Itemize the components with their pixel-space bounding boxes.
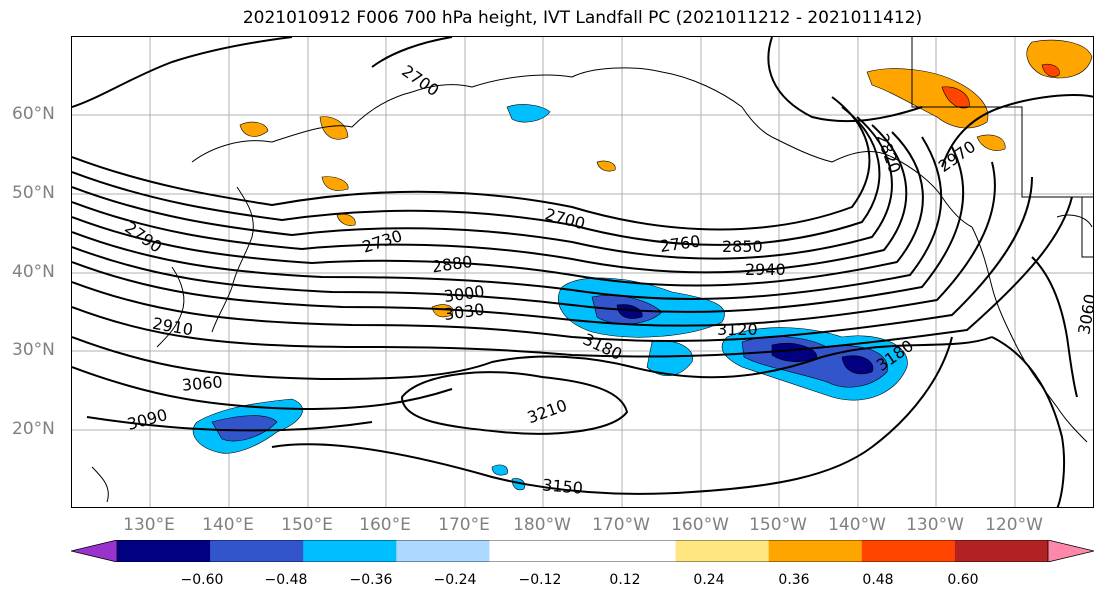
contour-label-2850: 2850 xyxy=(722,237,763,256)
colorbar-cell xyxy=(861,540,956,562)
lon-label-160e: 160°E xyxy=(359,515,411,535)
colorbar-cell xyxy=(117,540,211,562)
colorbar-tick: 0.48 xyxy=(862,572,894,588)
lon-label-120w: 120°W xyxy=(985,515,1043,535)
lat-label-50n: 50°N xyxy=(12,183,55,203)
lon-label-160w: 160°W xyxy=(671,515,729,535)
lon-label-150w: 150°W xyxy=(749,515,807,535)
contour-label-2940: 2940 xyxy=(745,260,786,279)
contour-label-2820: 2820 xyxy=(873,131,905,176)
map-panel: 2700 2730 2700 2760 2790 2820 2850 2880 … xyxy=(71,36,1094,508)
colorbar-tick: 0.24 xyxy=(693,572,725,588)
colorbar xyxy=(71,540,1094,562)
lat-label-30n: 30°N xyxy=(12,340,55,360)
colorbar-tick: −0.60 xyxy=(180,572,224,588)
lon-label-150e: 150°E xyxy=(281,515,333,535)
colorbar-cell xyxy=(210,540,304,562)
colorbar-tick: 0.12 xyxy=(609,572,641,588)
height-contours xyxy=(72,37,1093,507)
map-canvas: 2700 2730 2700 2760 2790 2820 2850 2880 … xyxy=(72,37,1094,507)
contour-label-2760: 2760 xyxy=(659,232,702,256)
colorbar-tick: −0.48 xyxy=(264,572,308,588)
colorbar-extend-max xyxy=(1047,540,1094,562)
lon-label-180w: 180°W xyxy=(513,515,571,535)
lat-label-20n: 20°N xyxy=(12,419,55,439)
lon-label-130w: 130°W xyxy=(906,515,964,535)
colorbar-tick: −0.36 xyxy=(349,572,393,588)
colorbar-tick: 0.60 xyxy=(947,572,979,588)
contour-label-2730: 2730 xyxy=(360,226,405,257)
lon-label-130e: 130°E xyxy=(123,515,175,535)
colorbar-cells xyxy=(71,540,1094,562)
ivt-shading xyxy=(192,39,1093,491)
lon-label-170e: 170°E xyxy=(438,515,490,535)
contour-label-3210: 3210 xyxy=(525,396,570,428)
colorbar-tick: −0.24 xyxy=(433,572,477,588)
lat-label-60n: 60°N xyxy=(12,104,55,124)
colorbar-cell xyxy=(489,540,583,562)
contour-label-3120: 3120 xyxy=(717,320,758,339)
colorbar-cell xyxy=(675,540,770,562)
contour-label-3060: 3060 xyxy=(181,372,223,394)
colorbar-cell xyxy=(582,540,677,562)
map-title: 2021010912 F006 700 hPa height, IVT Land… xyxy=(242,8,923,28)
contour-label-2970: 2970 xyxy=(935,137,979,176)
colorbar-cell xyxy=(954,540,1049,562)
colorbar-tick: −0.12 xyxy=(518,572,562,588)
lon-label-170w: 170°W xyxy=(592,515,650,535)
colorbar-cell xyxy=(303,540,397,562)
colorbar-extend-min xyxy=(71,540,118,562)
contour-label-2910: 2910 xyxy=(151,314,194,340)
contour-label-3060-east: 3060 xyxy=(1074,293,1094,336)
lon-label-140e: 140°E xyxy=(202,515,254,535)
lon-label-140w: 140°W xyxy=(828,515,886,535)
colorbar-tick: 0.36 xyxy=(778,572,810,588)
contour-label-3150: 3150 xyxy=(541,475,583,497)
colorbar-cell xyxy=(396,540,490,562)
lat-label-40n: 40°N xyxy=(12,262,55,282)
colorbar-cell xyxy=(768,540,863,562)
